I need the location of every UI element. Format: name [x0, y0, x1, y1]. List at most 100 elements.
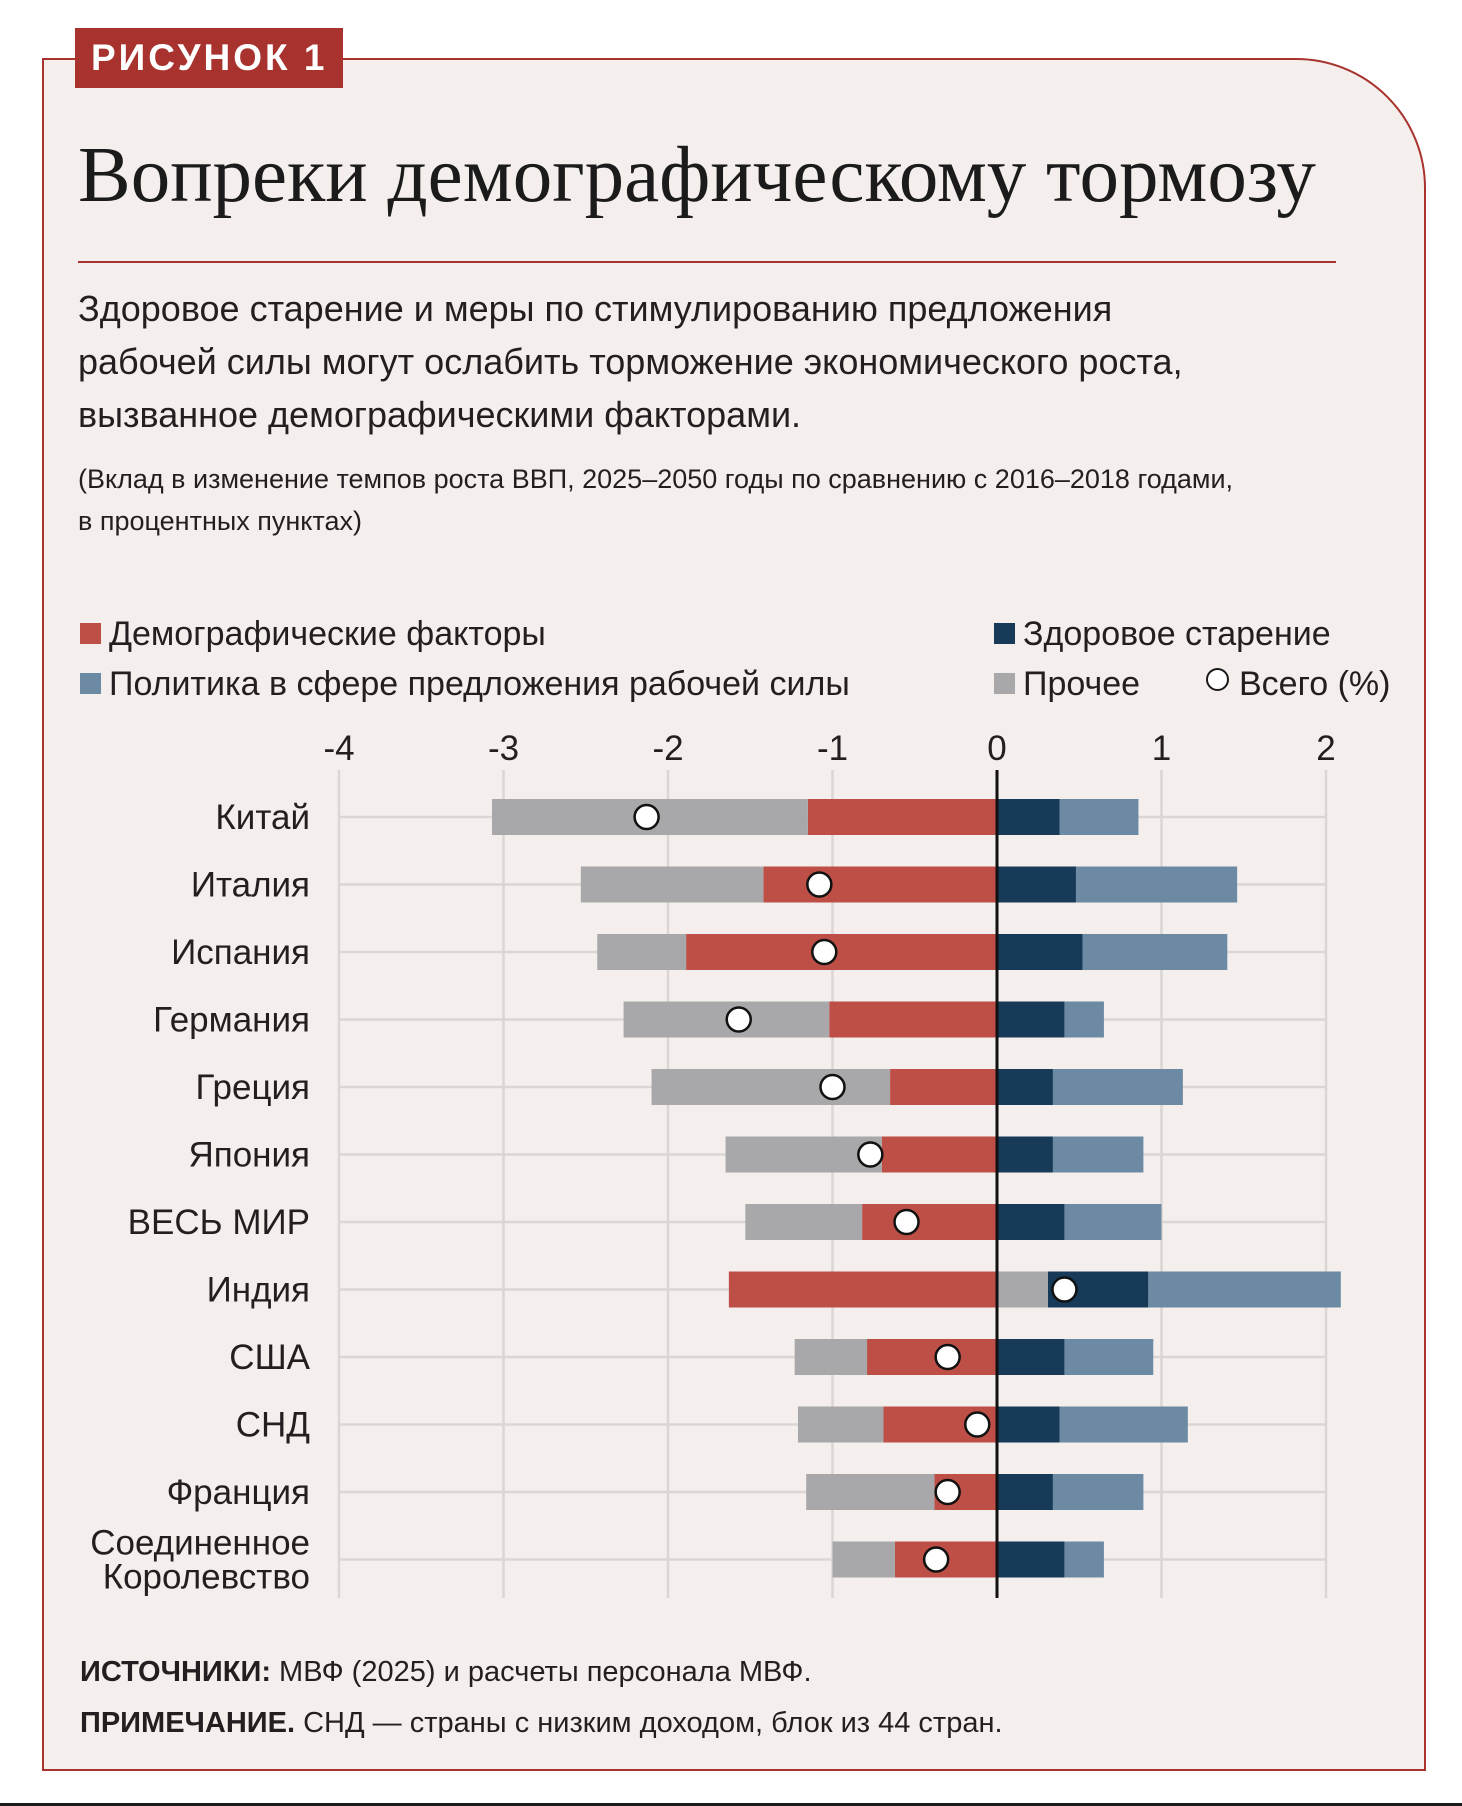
- x-tick-label: -3: [488, 729, 519, 768]
- bar-segment-demographic: [686, 934, 997, 970]
- bar-segment-healthy: [997, 1474, 1053, 1510]
- bar-segment-healthy: [997, 934, 1083, 970]
- bar-segment-other: [725, 1136, 882, 1173]
- legend-item-total: Всего (%): [1206, 664, 1390, 704]
- bar-segment-policy: [1052, 1069, 1183, 1105]
- total-marker: [633, 803, 660, 831]
- title-divider: [78, 261, 1336, 263]
- bar-segment-policy: [1064, 1541, 1104, 1578]
- category-label: Китай: [215, 798, 310, 837]
- bar-segment-policy: [1148, 1271, 1341, 1308]
- total-marker: [1051, 1276, 1078, 1303]
- bar-segment-other: [797, 1406, 884, 1443]
- bar-segment-healthy: [997, 1001, 1065, 1038]
- legend-swatch-policy: [80, 673, 101, 694]
- bar-segment-healthy: [997, 1406, 1060, 1443]
- bar-segment-policy: [1064, 1001, 1104, 1038]
- chart-title: Вопреки демографическому тормозу: [78, 132, 1316, 219]
- subtitle-line: рабочей силы могут ослабить торможение э…: [78, 341, 1183, 382]
- x-tick-label: 0: [987, 729, 1006, 768]
- x-tick-label: -2: [652, 729, 683, 768]
- total-marker: [806, 871, 833, 898]
- bar-segment-demographic: [829, 1001, 997, 1038]
- footnote-line: ПРИМЕЧАНИЕ. СНД — страны с низким доходо…: [80, 1703, 1003, 1743]
- legend-label: Демографические факторы: [109, 615, 546, 653]
- bar-segment-policy: [1059, 1406, 1188, 1443]
- total-marker: [725, 1006, 752, 1033]
- category-label: Германия: [153, 1001, 310, 1040]
- total-marker: [934, 1343, 961, 1371]
- bar-segment-demographic: [890, 1069, 997, 1105]
- bar-segment-policy: [1064, 1204, 1162, 1240]
- sources-label: ИСТОЧНИКИ:: [80, 1656, 271, 1688]
- category-label: США: [229, 1338, 310, 1377]
- legend-item-demographic: Демографические факторы: [80, 614, 546, 654]
- total-marker: [893, 1208, 920, 1236]
- category-label-line: Королевство: [103, 1558, 310, 1597]
- category-label-line: Соединенное: [90, 1524, 310, 1563]
- legend-label: Политика в сфере предложения рабочей сил…: [109, 665, 850, 703]
- chart-subtitle: Здоровое старение и меры по стимулирован…: [78, 282, 1378, 441]
- legend-marker-total: [1206, 668, 1229, 691]
- bar-segment-healthy: [997, 1136, 1053, 1173]
- bar-segment-demographic: [867, 1339, 997, 1375]
- subtitle-line: вызванное демографическими факторами.: [78, 394, 802, 435]
- figure-frame: [42, 58, 1426, 1771]
- bar-segment-other: [651, 1069, 891, 1105]
- bar-segment-other: [832, 1541, 896, 1578]
- category-label: Индия: [207, 1271, 310, 1310]
- legend-item-healthy: Здоровое старение: [994, 614, 1331, 654]
- category-label: Соединенное Королевство: [90, 1524, 310, 1597]
- total-marker: [819, 1073, 846, 1101]
- x-tick-label: 2: [1316, 729, 1335, 768]
- legend-item-policy: Политика в сфере предложения рабочей сил…: [80, 664, 850, 704]
- bar-segment-policy: [1059, 799, 1139, 835]
- bar-segment-demographic: [881, 1136, 997, 1173]
- units-note-line: в процентных пунктах): [78, 506, 362, 536]
- total-marker: [964, 1411, 991, 1438]
- category-label: Греция: [196, 1068, 310, 1107]
- bar-segment-policy: [1082, 934, 1228, 970]
- category-label: Япония: [188, 1136, 310, 1175]
- total-marker: [934, 1478, 961, 1506]
- category-label: СНД: [236, 1406, 311, 1445]
- bottom-rule: [0, 1803, 1462, 1806]
- bar-segment-policy: [1052, 1474, 1144, 1510]
- category-label: Франция: [167, 1473, 310, 1512]
- bar-segment-other: [794, 1339, 868, 1375]
- legend-swatch-demographic: [80, 623, 101, 644]
- legend-swatch-other: [994, 673, 1015, 694]
- total-marker: [857, 1141, 884, 1168]
- legend-label: Прочее: [1023, 665, 1141, 703]
- legend-swatch-healthy: [994, 623, 1015, 644]
- subtitle-line: Здоровое старение и меры по стимулирован…: [78, 288, 1113, 329]
- sources-line: ИСТОЧНИКИ: МВФ (2025) и расчеты персонал…: [80, 1652, 812, 1692]
- bar-segment-healthy: [997, 1339, 1065, 1375]
- footnote-label: ПРИМЕЧАНИЕ.: [80, 1707, 296, 1739]
- bar-segment-healthy: [997, 799, 1060, 835]
- legend-item-other: Прочее: [994, 664, 1140, 704]
- bar-segment-demographic: [807, 799, 997, 835]
- bar-segment-other: [745, 1204, 863, 1240]
- figure-label: РИСУНОК 1: [75, 28, 344, 88]
- legend-label: Всего (%): [1239, 665, 1391, 703]
- bar-segment-demographic: [862, 1204, 997, 1240]
- bar-segment-policy: [1075, 866, 1238, 903]
- x-tick-label: -1: [817, 729, 848, 768]
- bar-segment-other: [580, 866, 764, 903]
- units-note: (Вклад в изменение темпов роста ВВП, 202…: [78, 458, 1398, 542]
- bar-segment-demographic: [728, 1271, 997, 1308]
- category-label: ВЕСЬ МИР: [128, 1203, 310, 1242]
- footnote-text: СНД — страны с низким доходом, блок из 4…: [295, 1707, 1003, 1739]
- bar-segment-healthy: [997, 1204, 1065, 1240]
- bar-segment-healthy: [997, 866, 1076, 903]
- sources-text: МВФ (2025) и расчеты персонала МВФ.: [270, 1656, 812, 1688]
- units-note-line: (Вклад в изменение темпов роста ВВП, 202…: [78, 464, 1234, 494]
- bar-segment-healthy: [997, 1541, 1065, 1578]
- category-label: Италия: [191, 866, 310, 905]
- x-tick-label: -4: [323, 729, 354, 768]
- total-marker: [811, 938, 838, 966]
- x-tick-label: 1: [1152, 729, 1171, 768]
- legend-label: Здоровое старение: [1023, 615, 1331, 653]
